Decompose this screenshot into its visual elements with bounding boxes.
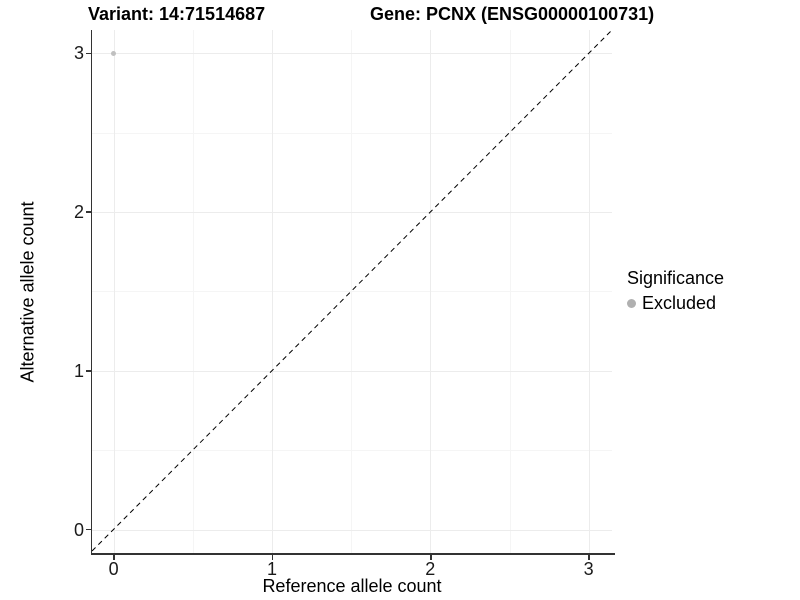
gridline-major-horizontal [92,53,612,55]
x-axis-line [90,553,615,555]
plot-panel [92,30,612,553]
gridline-major-horizontal [92,212,612,213]
legend-dot-icon [627,299,636,308]
y-tick-label: 3 [73,43,84,64]
x-tick-label: 1 [266,559,277,579]
y-axis-line [90,30,92,555]
x-tick-label: 3 [583,559,594,579]
gridline-minor-horizontal [92,450,612,452]
x-tick [588,554,590,560]
x-tick [430,554,432,560]
x-tick [271,554,273,560]
legend-item-label: Excluded [642,293,717,313]
y-tick [85,528,91,531]
gridline-major-horizontal [92,370,612,372]
gridline-major-vertical [272,30,273,553]
y-tick [85,211,91,213]
gridline-major-vertical [588,30,590,553]
y-tick-label: 2 [73,202,84,222]
gridline-major-horizontal [92,529,612,531]
y-tick-label: 0 [73,519,84,540]
plot-title-variant: Variant: 14:71514687 [88,4,266,24]
y-tick-label: 1 [73,360,84,381]
legend-item-excluded: Excluded [627,293,724,314]
y-tick [85,52,91,54]
x-tick [113,554,115,560]
y-axis-title: Alternative allele count [17,201,38,383]
x-axis-title: Reference allele count [262,576,442,596]
gridline-major-vertical [113,30,115,553]
gridline-minor-horizontal [92,291,612,293]
plot-title-gene: Gene: PCNX (ENSG00000100731) [370,4,655,24]
gridline-major-vertical [430,30,432,553]
gridline-minor-horizontal [92,132,612,134]
legend-title: Significance [627,268,725,288]
legend: Significance Excluded [627,268,724,314]
identity-line [92,30,612,552]
y-tick [85,370,91,372]
x-tick-label: 2 [425,559,436,579]
data-point-excluded [111,50,117,56]
x-tick-label: 0 [108,559,119,579]
